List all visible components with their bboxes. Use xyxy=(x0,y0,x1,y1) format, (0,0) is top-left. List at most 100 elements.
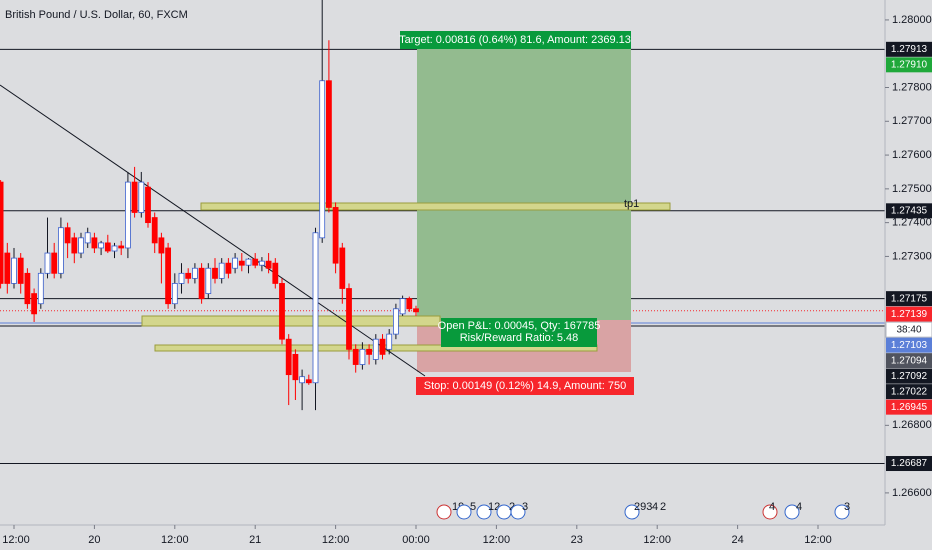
price-badge xyxy=(886,306,932,322)
events: 19 5 12 2 3 293 4 2 4 4 3 xyxy=(436,501,850,520)
price-badge-label: 1.27022 xyxy=(891,386,928,397)
candle-body xyxy=(78,237,84,254)
candles xyxy=(0,0,419,411)
candle-body xyxy=(151,217,158,244)
x-tick-label: 21 xyxy=(249,534,261,546)
x-tick-label: 23 xyxy=(571,534,583,546)
event-count: 2 xyxy=(509,501,515,513)
event-count: 293 xyxy=(634,501,652,513)
event-icon[interactable] xyxy=(834,504,850,520)
candle-body xyxy=(0,181,4,284)
y-tick-label: 1.27700 xyxy=(892,115,932,127)
price-badge xyxy=(886,41,932,57)
price-badge xyxy=(886,399,932,415)
price-badge-label: 1.27435 xyxy=(891,205,928,216)
candle-body xyxy=(64,227,71,244)
price-badge xyxy=(886,353,932,369)
candle-body xyxy=(145,186,151,224)
zone xyxy=(200,202,671,211)
candle-body xyxy=(171,283,178,305)
candle-body xyxy=(359,348,366,365)
candle-body xyxy=(71,237,78,254)
price-badge-label: 1.27103 xyxy=(891,340,928,351)
candle-body xyxy=(84,232,91,244)
candle-body xyxy=(11,257,17,284)
candle-body xyxy=(406,298,413,310)
candle-body xyxy=(178,272,185,284)
event-icon[interactable] xyxy=(784,504,800,520)
candle-body xyxy=(339,247,346,289)
candle-body xyxy=(285,338,292,376)
x-tick-label: 20 xyxy=(88,534,100,546)
candle-body xyxy=(299,376,306,384)
event-icon[interactable] xyxy=(456,504,472,520)
event-icon[interactable] xyxy=(510,504,526,520)
candle-body xyxy=(238,260,245,266)
x-tick-label: 12:00 xyxy=(161,534,189,546)
event-icon[interactable] xyxy=(476,504,492,520)
price-badge xyxy=(886,384,932,400)
candle-body xyxy=(98,242,105,249)
event-count: 3 xyxy=(844,501,850,513)
event-icon[interactable] xyxy=(762,504,778,520)
candle-body xyxy=(111,245,118,252)
candle-body xyxy=(386,333,393,350)
candle-body xyxy=(24,272,31,305)
candle-body xyxy=(131,181,138,213)
candle-body xyxy=(346,288,352,350)
candle-body xyxy=(125,181,131,249)
price-badge-label: 1.26687 xyxy=(891,458,928,469)
candle-body xyxy=(326,80,332,208)
candle-body xyxy=(379,338,386,355)
candle-body xyxy=(305,379,312,384)
candle-body xyxy=(91,237,98,249)
y-tick-label: 1.27300 xyxy=(892,250,932,262)
price-badge-label: 1.27092 xyxy=(891,371,928,382)
stop-box xyxy=(416,377,634,395)
candle-body xyxy=(393,308,399,335)
candle-body xyxy=(252,258,259,266)
open-pnl-label: Open P&L: 0.00045, Qty: 167785 xyxy=(438,320,601,332)
zone xyxy=(141,315,441,327)
x-tick-label: 12:00 xyxy=(322,534,350,546)
price-badge-label: 1.26945 xyxy=(891,402,928,413)
candle-body xyxy=(51,252,58,274)
pnl-box xyxy=(441,318,597,347)
price-badge-label: 1.27139 xyxy=(891,309,928,320)
target-box xyxy=(400,31,631,49)
price-badge xyxy=(886,291,932,307)
candle-body xyxy=(265,260,272,269)
candle-body xyxy=(198,267,205,300)
candle-body xyxy=(17,257,24,284)
candle-body xyxy=(245,258,252,266)
tp1-label: tp1 xyxy=(624,198,639,210)
candle-body xyxy=(104,242,111,252)
candle-body xyxy=(4,252,11,284)
candle-body xyxy=(212,267,218,279)
event-count: 4 xyxy=(796,501,802,513)
candle-body xyxy=(44,252,51,274)
candle-body xyxy=(399,298,406,315)
y-tick-label: 1.28000 xyxy=(892,14,932,26)
axes: 1.28000 1.27800 1.27700 1.27600 1.27500 1.274… xyxy=(2,14,932,546)
event-count: 5 xyxy=(470,501,476,513)
candle-body xyxy=(205,267,212,294)
candle-body xyxy=(31,293,38,315)
profit-zone xyxy=(417,49,631,320)
x-tick-label: 24 xyxy=(731,534,743,546)
trend-line xyxy=(0,84,426,377)
event-icon[interactable] xyxy=(624,504,640,520)
y-tick-label: 1.26600 xyxy=(892,487,932,499)
price-badge-label: 38:40 xyxy=(896,324,921,335)
candle-body xyxy=(138,181,145,213)
price-badge xyxy=(886,57,932,73)
candle-body xyxy=(185,272,192,279)
candle-body xyxy=(118,245,125,249)
stop-label: Stop: 0.00149 (0.12%) 14.9, Amount: 750 xyxy=(424,380,626,392)
event-icon[interactable] xyxy=(436,504,452,520)
price-badge-label: 1.27094 xyxy=(891,355,928,366)
candle-body xyxy=(37,272,44,305)
price-badge xyxy=(886,337,932,353)
candle-body xyxy=(259,260,265,266)
